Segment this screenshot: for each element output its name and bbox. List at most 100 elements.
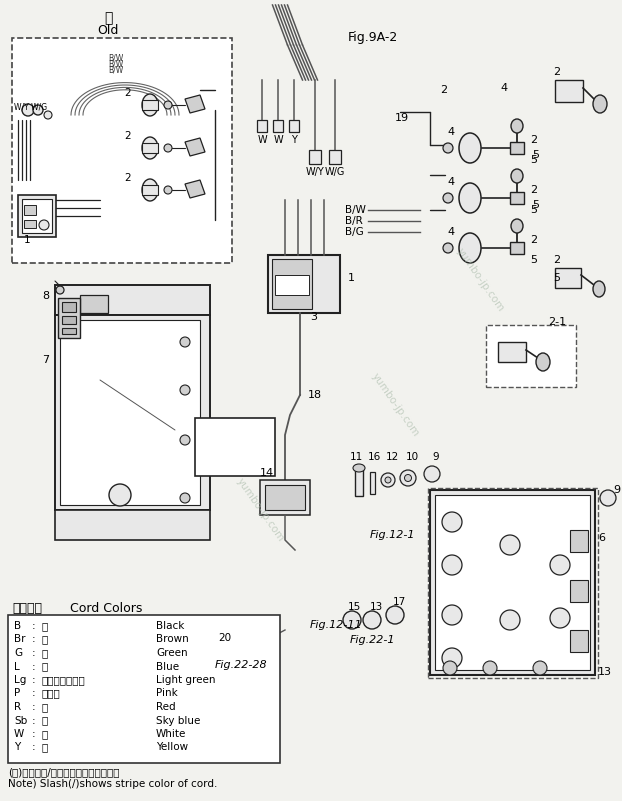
Ellipse shape [593,95,607,113]
Text: Sb: Sb [14,715,27,726]
Text: 6: 6 [598,533,605,543]
Circle shape [56,286,64,294]
Circle shape [443,143,453,153]
Circle shape [483,661,497,675]
Text: :: : [32,662,36,671]
Bar [370,472,375,494]
Text: Pink: Pink [156,689,178,698]
Text: Old: Old [97,23,119,37]
Text: 14: 14 [260,468,274,478]
Bar [142,185,158,195]
Bar [55,510,210,540]
Bar [195,418,275,476]
Circle shape [381,473,395,487]
Text: 茶: 茶 [42,634,49,645]
Circle shape [442,605,462,625]
Text: 白: 白 [42,729,49,739]
Text: 黄: 黄 [42,743,49,752]
Bar [260,480,310,515]
Bar [510,242,524,254]
Text: 10: 10 [406,452,419,462]
Bar [510,192,524,204]
Circle shape [500,610,520,630]
Ellipse shape [511,169,523,183]
Text: 17: 17 [393,597,406,607]
Circle shape [550,608,570,628]
Text: 4: 4 [447,127,454,137]
Text: yumbo-jp.com: yumbo-jp.com [454,247,506,314]
Bar [570,530,588,552]
Text: R: R [14,702,21,712]
Text: Fig.9A-2: Fig.9A-2 [348,31,398,45]
Circle shape [180,385,190,395]
Circle shape [44,111,52,119]
Text: Fig.22-28: Fig.22-28 [215,660,267,670]
Ellipse shape [142,137,158,159]
Bar [80,295,108,313]
Text: 4: 4 [500,83,507,93]
Text: 13: 13 [370,602,383,612]
Text: 15: 15 [348,602,361,612]
Text: 2: 2 [440,85,447,95]
Text: Blue: Blue [156,662,179,671]
Text: W: W [14,729,24,739]
Bar [355,468,363,496]
Text: 5: 5 [530,205,537,215]
Bar [570,630,588,652]
Text: W/G: W/G [325,167,345,177]
Ellipse shape [459,183,481,213]
Text: L: L [14,662,20,671]
Text: 緑: 緑 [42,648,49,658]
Text: G: G [14,648,22,658]
Text: 3: 3 [310,312,317,322]
Circle shape [442,512,462,532]
Circle shape [164,144,172,152]
Text: Fig.12-11: Fig.12-11 [310,620,363,630]
Text: Light green: Light green [156,675,215,685]
Text: Yellow: Yellow [156,743,188,752]
Text: B/W: B/W [108,54,123,62]
Ellipse shape [142,94,158,116]
Text: 2: 2 [530,185,537,195]
Text: Br: Br [14,634,26,645]
Bar [510,142,524,154]
Text: B/R: B/R [345,216,363,226]
Bar [555,268,581,288]
Ellipse shape [353,464,365,472]
Bar [142,100,158,110]
Circle shape [550,555,570,575]
Text: 5: 5 [530,155,537,165]
Bar [570,580,588,602]
Circle shape [180,435,190,445]
Text: Lg: Lg [14,675,26,685]
Bar [24,205,36,215]
Circle shape [363,611,381,629]
Text: 9: 9 [613,485,620,495]
Text: 7: 7 [42,355,49,365]
Text: :: : [32,743,36,752]
Text: 13: 13 [598,667,612,677]
Bar [62,316,76,324]
Text: 赤: 赤 [42,702,49,712]
Circle shape [443,243,453,253]
Circle shape [442,555,462,575]
Bar [58,298,80,338]
Bar [555,80,583,102]
Text: ピンク: ピンク [42,689,61,698]
Bar [435,495,590,670]
Polygon shape [185,95,205,113]
Bar [273,120,283,132]
Text: 青: 青 [42,662,49,671]
Ellipse shape [511,219,523,233]
Text: White: White [156,729,187,739]
Circle shape [109,484,131,506]
Bar [275,275,309,295]
Text: B/W: B/W [108,59,123,69]
Circle shape [164,186,172,194]
Bar [60,320,200,505]
Text: 4: 4 [447,177,454,187]
Bar [257,120,267,132]
Text: 2: 2 [553,255,560,265]
Text: B/W: B/W [345,205,366,215]
Text: Fig.22-1: Fig.22-1 [350,635,396,645]
